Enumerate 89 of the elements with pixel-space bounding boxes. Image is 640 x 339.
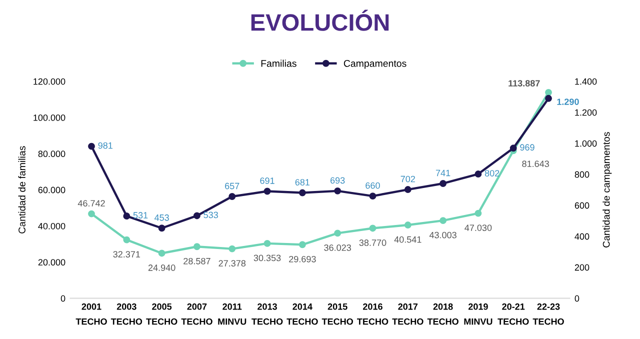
data-label: 43.003 [429, 232, 456, 238]
data-label: 32.371 [113, 251, 140, 258]
point [404, 222, 412, 228]
x-tick-label: 2019 MINVU [464, 303, 492, 325]
legend-label: Familias [261, 60, 296, 67]
point [334, 230, 342, 237]
point [123, 212, 130, 220]
data-label: 113.887 [508, 80, 540, 87]
data-label: 693 [330, 177, 345, 184]
data-label: 681 [295, 179, 310, 186]
point [510, 144, 517, 152]
point [440, 217, 447, 224]
y-tick-label: 100.000 [34, 114, 66, 121]
data-label: 30.353 [254, 254, 281, 262]
y2-tick-label: 600 [574, 202, 590, 209]
data-label: 691 [260, 178, 274, 184]
y2-tick-label: 0 [574, 295, 580, 302]
point [369, 192, 376, 200]
point [474, 170, 482, 178]
point [545, 94, 552, 102]
x-tick-label: 2011 MINVU [218, 303, 246, 325]
x-tick-label: 2018 TECHO [427, 303, 458, 325]
x-tick-label: 2016 TECHO [357, 303, 388, 325]
data-label: 533 [204, 212, 218, 218]
x-tick-label: 2017 TECHO [392, 303, 424, 325]
y2-tick-label: 1.200 [575, 109, 597, 116]
data-label: 657 [225, 182, 240, 190]
x-tick-label: 22-23 TECHO [532, 303, 564, 325]
y-axis-title: Cantidad de familias [18, 146, 26, 234]
x-tick-label: 2003 TECHO [110, 303, 142, 325]
x-tick-label: 20-21 TECHO [498, 303, 529, 325]
y-tick-label: 20.000 [38, 259, 66, 266]
data-label: 24.940 [148, 264, 176, 271]
data-label: 28.587 [184, 258, 210, 264]
y2-tick-label: 400 [574, 233, 590, 240]
data-label: 802 [484, 170, 500, 176]
x-tick-label: 2015 TECHO [322, 303, 353, 325]
data-label: 660 [366, 182, 380, 189]
y2-tick-label: 1.000 [575, 140, 597, 147]
data-label: 47.030 [464, 224, 492, 231]
data-label: 531 [133, 212, 148, 218]
point [88, 142, 95, 150]
point [369, 224, 376, 232]
data-label: 81.643 [522, 160, 549, 168]
point [298, 189, 306, 196]
x-tick-label: 2013 TECHO [252, 303, 283, 325]
y-tick-label: 0 [60, 295, 66, 302]
point [158, 250, 166, 257]
data-label: 1.290 [557, 98, 579, 105]
point [193, 243, 200, 250]
point [88, 210, 95, 218]
point [158, 224, 166, 232]
y2-tick-label: 200 [574, 264, 590, 271]
point [334, 187, 342, 194]
data-label: 29.693 [289, 256, 316, 262]
legend-label: Campamentos [344, 60, 406, 69]
data-label: 38.770 [359, 240, 386, 246]
data-label: 969 [520, 144, 534, 151]
point [228, 193, 236, 200]
data-label: 46.742 [78, 200, 105, 207]
y-tick-label: 60.000 [38, 186, 66, 194]
data-label: 36.023 [324, 244, 351, 251]
point [228, 245, 236, 252]
y2-axis-title: Cantidad de campamentos [602, 132, 612, 248]
x-tick-label: 2001 TECHO [76, 303, 107, 325]
y-tick-label: 40.000 [38, 222, 66, 230]
point [193, 212, 200, 220]
point [440, 180, 447, 187]
y-tick-label: 120.000 [34, 78, 66, 85]
data-label: 741 [436, 170, 450, 176]
x-tick-label: 2007 TECHO [181, 303, 212, 325]
point [404, 186, 412, 194]
point [264, 240, 271, 247]
x-tick-label: 2005 TECHO [146, 303, 178, 325]
data-label: 453 [154, 214, 169, 221]
y-tick-label: 80.000 [38, 150, 66, 158]
point [545, 88, 552, 96]
chart-title: EVOLUCIÓN [251, 10, 389, 31]
point [298, 241, 306, 248]
point [264, 188, 271, 195]
x-tick-label: 2014 TECHO [286, 303, 318, 325]
point [474, 210, 482, 217]
point [123, 236, 130, 244]
data-label: 981 [98, 142, 112, 149]
data-label: 40.541 [394, 236, 422, 243]
data-label: 27.378 [218, 260, 246, 267]
y2-tick-label: 800 [574, 171, 590, 178]
data-label: 702 [400, 176, 415, 182]
y2-tick-label: 1.400 [575, 78, 597, 85]
